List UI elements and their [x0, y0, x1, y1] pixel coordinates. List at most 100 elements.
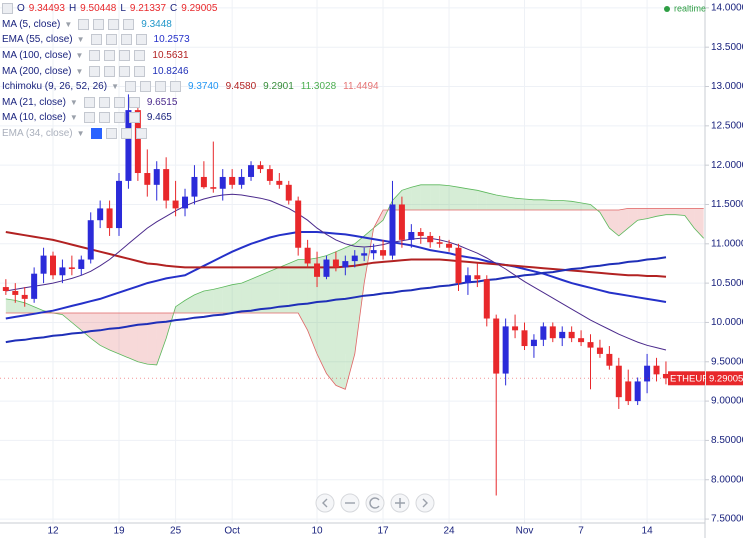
dropdown-arrow[interactable]: ▼ [69, 113, 78, 123]
cloud-segment [345, 243, 355, 390]
candle-body [2, 287, 9, 291]
indicator-button[interactable] [105, 128, 117, 140]
indicator-name[interactable]: EMA (34, close) [2, 128, 73, 140]
indicator-readout: 11.3028 [300, 81, 337, 93]
cloud-span-a [5, 184, 704, 366]
dropdown-arrow[interactable]: ▼ [111, 82, 119, 92]
indicator-button[interactable] [104, 50, 116, 62]
indicator-button[interactable] [154, 81, 166, 93]
y-tick-label: 11.5000 [711, 199, 743, 210]
cloud-segment [241, 279, 252, 314]
navigation [315, 493, 435, 513]
indicator-button[interactable] [113, 96, 125, 108]
indicator-button[interactable] [120, 34, 132, 46]
indicator-button[interactable] [123, 18, 135, 30]
candle-body [172, 200, 179, 209]
candle-body [295, 200, 302, 248]
indicator-name[interactable]: MA (200, close) [2, 65, 72, 77]
cloud-segment [269, 267, 280, 314]
candle-body [549, 326, 556, 339]
indicator-name[interactable]: MA (5, close) [2, 18, 61, 30]
indicator-button[interactable] [98, 112, 110, 124]
indicator-button[interactable] [134, 50, 146, 62]
dropdown-arrow[interactable]: ▼ [76, 35, 85, 45]
scroll-left-button[interactable] [315, 493, 335, 513]
y-tick-label: 9.50000 [711, 356, 743, 367]
cloud-segment [288, 259, 299, 314]
candle-body [351, 255, 358, 262]
indicator-button[interactable] [120, 128, 132, 140]
indicator-button[interactable] [128, 112, 140, 124]
reset-button[interactable] [365, 493, 385, 513]
indicator-button[interactable] [135, 34, 147, 46]
candle-body [417, 232, 424, 236]
indicator-name[interactable]: MA (10, close) [2, 112, 66, 124]
indicator-button[interactable] [128, 96, 140, 108]
candle-body [276, 180, 283, 185]
x-tick-label: Oct [224, 526, 240, 537]
dropdown-arrow[interactable]: ▼ [69, 97, 78, 107]
cloud-segment [298, 259, 308, 331]
candle-body [21, 294, 28, 299]
y-tick-label: 13.5000 [711, 42, 743, 53]
indicator-button[interactable] [98, 96, 110, 108]
indicator-button[interactable] [89, 50, 101, 62]
zoom-out-button[interactable] [340, 493, 360, 513]
indicator-name[interactable]: EMA (55, close) [2, 34, 73, 46]
y-tick-label: 11.0000 [711, 238, 743, 249]
cloud-segment [486, 192, 497, 210]
indicator-button[interactable] [124, 81, 136, 93]
ohlc-label: C [170, 3, 178, 15]
indicator-name[interactable]: MA (21, close) [2, 96, 66, 108]
cloud-segment [628, 208, 638, 229]
cloud-segment [156, 313, 167, 365]
candle-body [59, 267, 66, 276]
indicator-button[interactable] [78, 18, 90, 30]
cloud-segment [251, 275, 261, 314]
scroll-right-button[interactable] [415, 493, 435, 513]
indicator-button[interactable] [134, 65, 146, 77]
dropdown-arrow[interactable]: ▼ [64, 19, 73, 29]
dropdown-arrow[interactable]: ▼ [75, 51, 84, 61]
candle-body [125, 110, 132, 181]
candle-body [87, 220, 94, 260]
indicator-button[interactable] [119, 65, 131, 77]
indicator-button[interactable] [108, 18, 120, 30]
indicator-button[interactable] [90, 128, 102, 140]
indicator-button[interactable] [104, 65, 116, 77]
cloud-segment [279, 263, 289, 314]
symbol-icon[interactable] [2, 3, 13, 15]
candle-body [530, 339, 537, 347]
indicator-button[interactable] [169, 81, 181, 93]
zoom-in-button[interactable] [390, 493, 410, 513]
cloud-segment [477, 190, 487, 210]
indicator-button[interactable] [89, 65, 101, 77]
dropdown-arrow[interactable]: ▼ [75, 66, 84, 76]
indicator-button[interactable] [93, 18, 105, 30]
candle-body [134, 110, 141, 174]
candle-body [455, 247, 462, 284]
ohlc-value: 9.29005 [181, 3, 218, 15]
symbol-tag [668, 371, 705, 386]
dropdown-arrow[interactable]: ▼ [76, 129, 85, 139]
candle-body [163, 169, 170, 201]
indicator-button[interactable] [105, 34, 117, 46]
candle-body [285, 184, 292, 201]
indicator-button[interactable] [139, 81, 151, 93]
cloud-segment [232, 283, 242, 314]
candle-body [427, 235, 434, 243]
x-tick-label: 24 [443, 526, 455, 537]
cloud-segment [552, 200, 563, 210]
indicator-button[interactable] [83, 112, 95, 124]
indicator-name[interactable]: Ichimoku (9, 26, 52, 26) [2, 81, 108, 93]
candle-body [153, 169, 160, 185]
indicator-button[interactable] [113, 112, 125, 124]
cloud-segment [562, 200, 572, 210]
indicator-button[interactable] [90, 34, 102, 46]
indicator-button[interactable] [135, 128, 147, 140]
indicator-button[interactable] [119, 50, 131, 62]
indicator-button[interactable] [83, 96, 95, 108]
indicator-row: MA (200, close) ▼ 10.8246 [2, 63, 383, 79]
indicator-line [5, 193, 667, 351]
indicator-name[interactable]: MA (100, close) [2, 50, 72, 62]
